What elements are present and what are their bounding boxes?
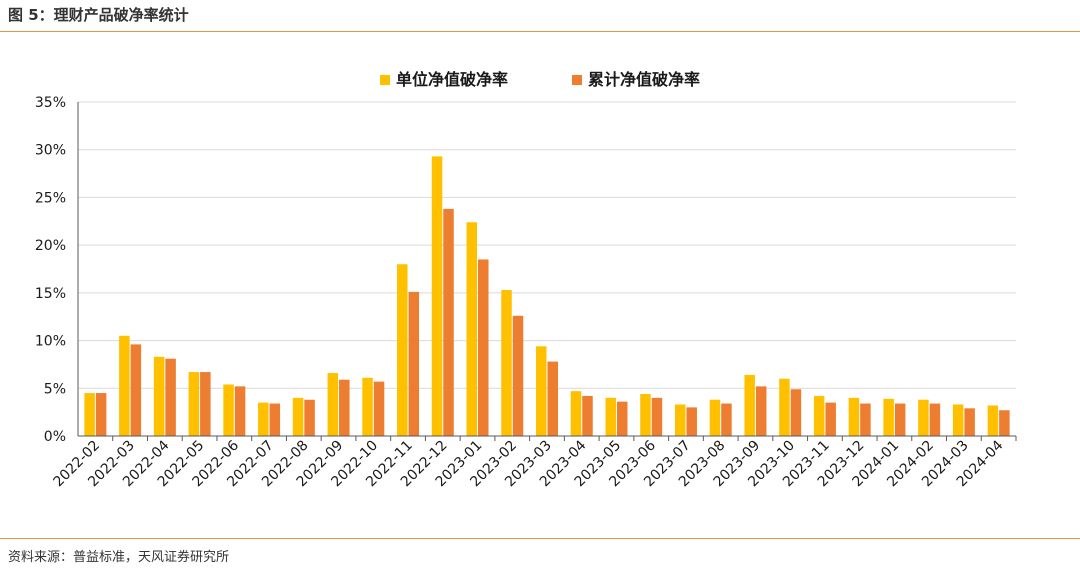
y-tick-label: 10% — [35, 334, 66, 350]
legend-label: 单位净值破净率 — [396, 70, 508, 89]
bar-unit-nav — [188, 372, 200, 436]
y-tick-label: 20% — [35, 238, 66, 254]
y-axis: 0% 5% 10% 15% 20% 25% 30% 35% — [35, 95, 79, 445]
bar-cumulative-nav — [929, 403, 941, 436]
bar-cumulative-nav — [478, 259, 489, 436]
bar-cumulative-nav — [582, 395, 593, 436]
bar-unit-nav — [674, 404, 686, 436]
bar-unit-nav — [813, 395, 825, 436]
bar-cumulative-nav — [790, 389, 802, 436]
bar-unit-nav — [952, 404, 964, 436]
bar-unit-nav — [431, 156, 443, 436]
bar-cumulative-nav — [616, 401, 628, 436]
bar-unit-nav — [327, 373, 339, 436]
bar-unit-nav — [501, 289, 512, 436]
y-tick-label: 35% — [35, 95, 66, 111]
legend-swatch — [380, 75, 390, 85]
bar-unit-nav — [258, 402, 269, 436]
gridlines — [78, 101, 1016, 389]
source-note: 资料来源：普益标准，天风证券研究所 — [8, 550, 230, 565]
bar-cumulative-nav — [686, 407, 697, 436]
bar-cumulative-nav — [408, 291, 420, 436]
legend: 单位净值破净率 累计净值破净率 — [380, 70, 700, 89]
bar-cumulative-nav — [721, 403, 732, 436]
bar-cumulative-nav — [512, 315, 524, 436]
bar-unit-nav — [883, 398, 894, 436]
bar-cumulative-nav — [964, 408, 975, 436]
bar-unit-nav — [918, 399, 929, 436]
bar-cumulative-nav — [443, 208, 454, 436]
bar-cumulative-nav — [825, 402, 836, 436]
legend-label: 累计净值破净率 — [588, 70, 700, 89]
bar-unit-nav — [536, 346, 547, 436]
bar-unit-nav — [640, 394, 651, 436]
bar-unit-nav — [605, 397, 616, 436]
figure-title: 图 5：理财产品破净率统计 — [8, 6, 189, 24]
bar-unit-nav — [848, 397, 860, 436]
bar-cumulative-nav — [165, 358, 176, 436]
bar-unit-nav — [466, 222, 478, 436]
bar-cumulative-nav — [894, 403, 906, 436]
bar-chart: 0% 5% 10% 15% 20% 25% 30% 35% 2022-022022-03202… — [35, 70, 1017, 490]
y-tick-label: 5% — [44, 381, 66, 397]
bottom-divider — [0, 538, 1080, 539]
bar-cumulative-nav — [860, 403, 871, 436]
bar-cumulative-nav — [304, 399, 315, 436]
bar-cumulative-nav — [95, 393, 107, 436]
bar-cumulative-nav — [547, 361, 558, 436]
bar-unit-nav — [292, 397, 304, 436]
bars — [84, 156, 1010, 436]
bar-unit-nav — [987, 405, 999, 436]
y-tick-label: 15% — [35, 286, 66, 302]
bar-unit-nav — [84, 393, 95, 436]
bar-cumulative-nav — [269, 403, 281, 436]
y-tick-label: 30% — [35, 143, 66, 159]
y-tick-label: 0% — [44, 429, 66, 445]
legend-swatch — [572, 75, 582, 85]
bar-unit-nav — [153, 356, 165, 436]
bar-unit-nav — [397, 264, 408, 436]
bar-unit-nav — [119, 335, 130, 436]
bar-unit-nav — [744, 374, 755, 436]
bar-cumulative-nav — [234, 386, 246, 436]
bar-unit-nav — [223, 384, 234, 436]
x-axis: 2022-022022-032022-042022-052022-062022-… — [51, 435, 1017, 490]
bar-unit-nav — [709, 399, 721, 436]
bar-cumulative-nav — [130, 344, 142, 436]
bar-cumulative-nav — [373, 381, 385, 436]
bar-cumulative-nav — [999, 410, 1010, 436]
top-divider — [0, 31, 1080, 32]
bar-unit-nav — [362, 377, 373, 436]
bar-unit-nav — [779, 378, 790, 436]
bar-cumulative-nav — [339, 379, 350, 436]
bar-unit-nav — [570, 391, 582, 436]
bar-cumulative-nav — [755, 386, 767, 436]
bar-cumulative-nav — [651, 397, 663, 436]
y-tick-label: 25% — [35, 190, 66, 206]
bar-cumulative-nav — [200, 372, 211, 436]
